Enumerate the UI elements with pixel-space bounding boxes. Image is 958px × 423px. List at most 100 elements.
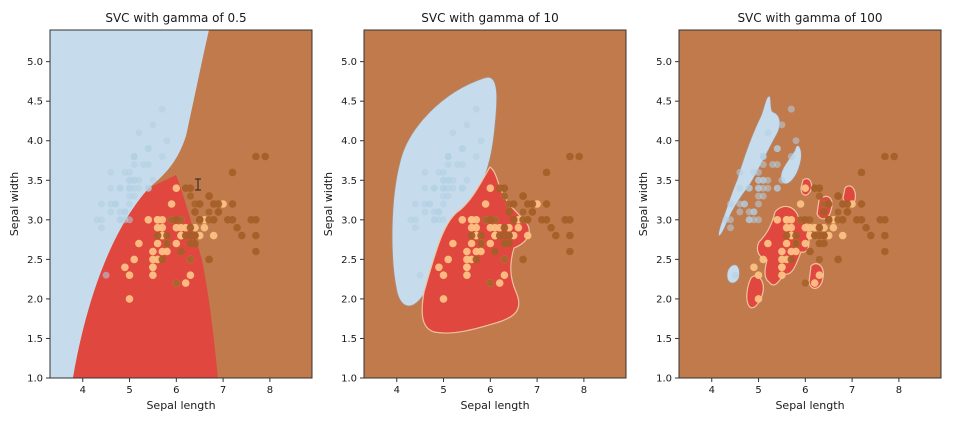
- y-tick-label: 1.0: [341, 374, 357, 385]
- virginica-point: [261, 152, 269, 161]
- virginica-point: [500, 231, 509, 240]
- virginica-point: [881, 152, 889, 161]
- x-tick-label: 4: [80, 385, 86, 396]
- x-axis-label: Sepal length: [460, 399, 529, 412]
- versicolor-point: [754, 271, 763, 279]
- plot-frame: [49, 29, 313, 379]
- setosa-point: [126, 176, 133, 184]
- y-tick-label: 3.0: [27, 215, 43, 226]
- versicolor-point: [778, 255, 786, 264]
- virginica-point: [566, 216, 574, 224]
- y-tick-label: 4.0: [341, 136, 357, 147]
- versicolor-point: [477, 247, 485, 256]
- y-tick-label: 3.5: [27, 176, 43, 187]
- versicolor-point: [149, 263, 157, 272]
- setosa-point: [449, 176, 457, 184]
- plot-area: [679, 30, 941, 378]
- virginica-point: [519, 255, 527, 264]
- setosa-point: [430, 216, 438, 224]
- virginica-point: [566, 152, 574, 161]
- versicolor-point: [163, 247, 171, 256]
- y-tick-label: 3.5: [656, 176, 672, 187]
- virginica-point: [153, 231, 162, 240]
- setosa-point: [144, 184, 152, 192]
- virginica-point: [881, 231, 889, 240]
- virginica-point: [252, 152, 260, 161]
- versicolor-point: [209, 231, 218, 240]
- setosa-point: [421, 184, 429, 192]
- versicolor-point: [135, 239, 143, 248]
- virginica-point: [172, 279, 181, 287]
- setosa-point: [472, 105, 480, 113]
- virginica-point: [566, 231, 574, 240]
- subplot-title: SVC with gamma of 10: [421, 11, 558, 25]
- virginica-point: [214, 208, 223, 216]
- setosa-point: [736, 184, 744, 192]
- versicolor-point: [778, 263, 786, 272]
- x-axis-label: Sepal length: [775, 399, 844, 412]
- x-ticks: 4 5 6 7 8: [394, 378, 587, 396]
- virginica-point: [820, 200, 828, 208]
- x-axis-label: Sepal length: [146, 399, 215, 412]
- virginica-point: [500, 223, 509, 232]
- virginica-point: [519, 208, 527, 216]
- setosa-point: [759, 184, 767, 192]
- setosa-point: [126, 200, 133, 208]
- versicolor-point: [801, 239, 810, 248]
- virginica-point: [163, 239, 171, 248]
- setosa-point: [421, 168, 429, 176]
- plot-area: [364, 30, 626, 378]
- setosa-point: [149, 176, 157, 184]
- versicolor-point: [144, 216, 153, 224]
- setosa-point: [98, 200, 105, 208]
- versicolor-point: [172, 239, 181, 248]
- data-points: [722, 105, 898, 303]
- versicolor-point: [153, 239, 162, 248]
- subplot-title: SVC with gamma of 0.5: [105, 11, 246, 25]
- versicolor-point: [778, 271, 786, 279]
- setosa-point: [130, 153, 138, 160]
- setosa-point: [458, 145, 466, 153]
- x-tick-label: 8: [267, 385, 273, 396]
- versicolor-point: [810, 279, 819, 287]
- virginica-point: [205, 216, 213, 224]
- versicolor-point: [439, 271, 448, 279]
- setosa-point: [444, 153, 452, 160]
- virginica-point: [472, 255, 481, 264]
- y-ticks: 1.0 1.5 2.0 2.5 3.0 3.5 4.0 4.5 5.0: [27, 57, 50, 385]
- y-ticks: 1.0 1.5 2.0 2.5 3.0 3.5 4.0 4.5 5.0: [341, 57, 364, 385]
- subplot-gamma-0.5: SVC with gamma of 0.5 4 5 6 7 8 1.0 1.5 2.0 2.5…: [8, 11, 313, 412]
- versicolor-point: [472, 223, 481, 232]
- versicolor-point: [801, 223, 810, 232]
- setosa-point: [454, 161, 462, 168]
- versicolor-point: [467, 239, 476, 248]
- setosa-point: [759, 153, 767, 160]
- virginica-point: [552, 231, 560, 240]
- setosa-point: [778, 121, 786, 129]
- versicolor-point: [186, 271, 195, 279]
- virginica-point: [862, 223, 870, 232]
- setosa-point: [98, 224, 105, 232]
- virginica-point: [547, 223, 555, 232]
- versicolor-point: [181, 279, 190, 287]
- setosa-point: [421, 208, 429, 216]
- virginica-point: [181, 184, 190, 192]
- setosa-point: [412, 216, 419, 224]
- setosa-point: [121, 168, 129, 176]
- virginica-point: [186, 255, 195, 264]
- virginica-point: [566, 247, 574, 256]
- y-tick-label: 4.5: [341, 97, 357, 108]
- x-tick-label: 7: [220, 385, 226, 396]
- y-tick-label: 2.0: [656, 294, 672, 305]
- setosa-point: [158, 153, 166, 160]
- x-tick-label: 5: [126, 385, 132, 396]
- virginica-point: [252, 231, 260, 240]
- versicolor-point: [750, 263, 758, 272]
- setosa-point: [736, 208, 744, 216]
- setosa-point: [116, 184, 124, 192]
- virginica-point: [881, 247, 889, 256]
- x-tick-label: 7: [534, 385, 540, 396]
- virginica-point: [834, 208, 842, 216]
- setosa-point: [102, 271, 110, 279]
- y-tick-label: 5.0: [656, 57, 672, 68]
